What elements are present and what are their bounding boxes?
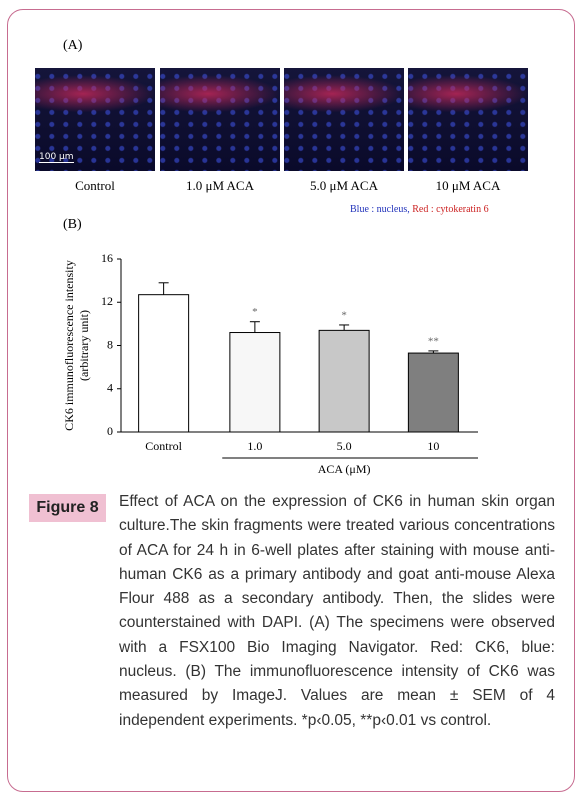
micrograph: [35, 68, 155, 171]
bar: [407, 352, 459, 433]
frame: [7, 9, 575, 792]
significance: *: [341, 309, 347, 321]
figure-label: Figure 8: [29, 494, 106, 522]
panel-label: (B): [63, 217, 82, 232]
micrograph: [284, 68, 404, 171]
y-axis-label: CK6 immunofluorescence intensity: [62, 260, 76, 431]
bar: [229, 332, 281, 433]
significance: *: [252, 306, 258, 318]
y-tick-label: 0: [107, 424, 113, 438]
y-tick-label: 8: [107, 337, 113, 351]
y-axis-label: (arbitrary unit): [77, 310, 91, 381]
x-tick-label: 10: [427, 439, 439, 453]
scale-bar: 100 μm: [39, 152, 74, 163]
significance: **: [428, 335, 439, 347]
image-caption: 5.0 μM ACA: [309, 178, 378, 193]
bar: [138, 294, 190, 433]
panel-label: (A): [63, 38, 83, 53]
y-tick-label: 4: [107, 381, 113, 395]
figure-caption: Effect of ACA on the expression of CK6 i…: [119, 493, 555, 729]
chart: (B) 0 4 8 12 16 CK6 immunofluorescence intens…: [62, 217, 478, 476]
legend-red: Red : cytokeratin 6: [412, 204, 489, 215]
y-tick-label: 16: [101, 251, 113, 265]
micrograph: [408, 68, 528, 171]
image-caption: Control: [75, 178, 115, 193]
x-axis-label: ACA (μM): [318, 462, 371, 476]
x-tick-label: 5.0: [337, 439, 352, 453]
image-caption: 1.0 μM ACA: [185, 178, 254, 193]
y-tick-label: 12: [101, 294, 113, 308]
legend-blue: Blue : nucleus,: [350, 204, 410, 215]
image-caption: 10 μM ACA: [435, 178, 501, 193]
stain-legend: Blue : nucleus, Red : cytokeratin 6: [350, 204, 489, 215]
x-tick-label: 1.0: [247, 439, 262, 453]
micrograph: [160, 68, 280, 171]
bar: [318, 329, 370, 433]
x-tick-label: Control: [145, 439, 182, 453]
